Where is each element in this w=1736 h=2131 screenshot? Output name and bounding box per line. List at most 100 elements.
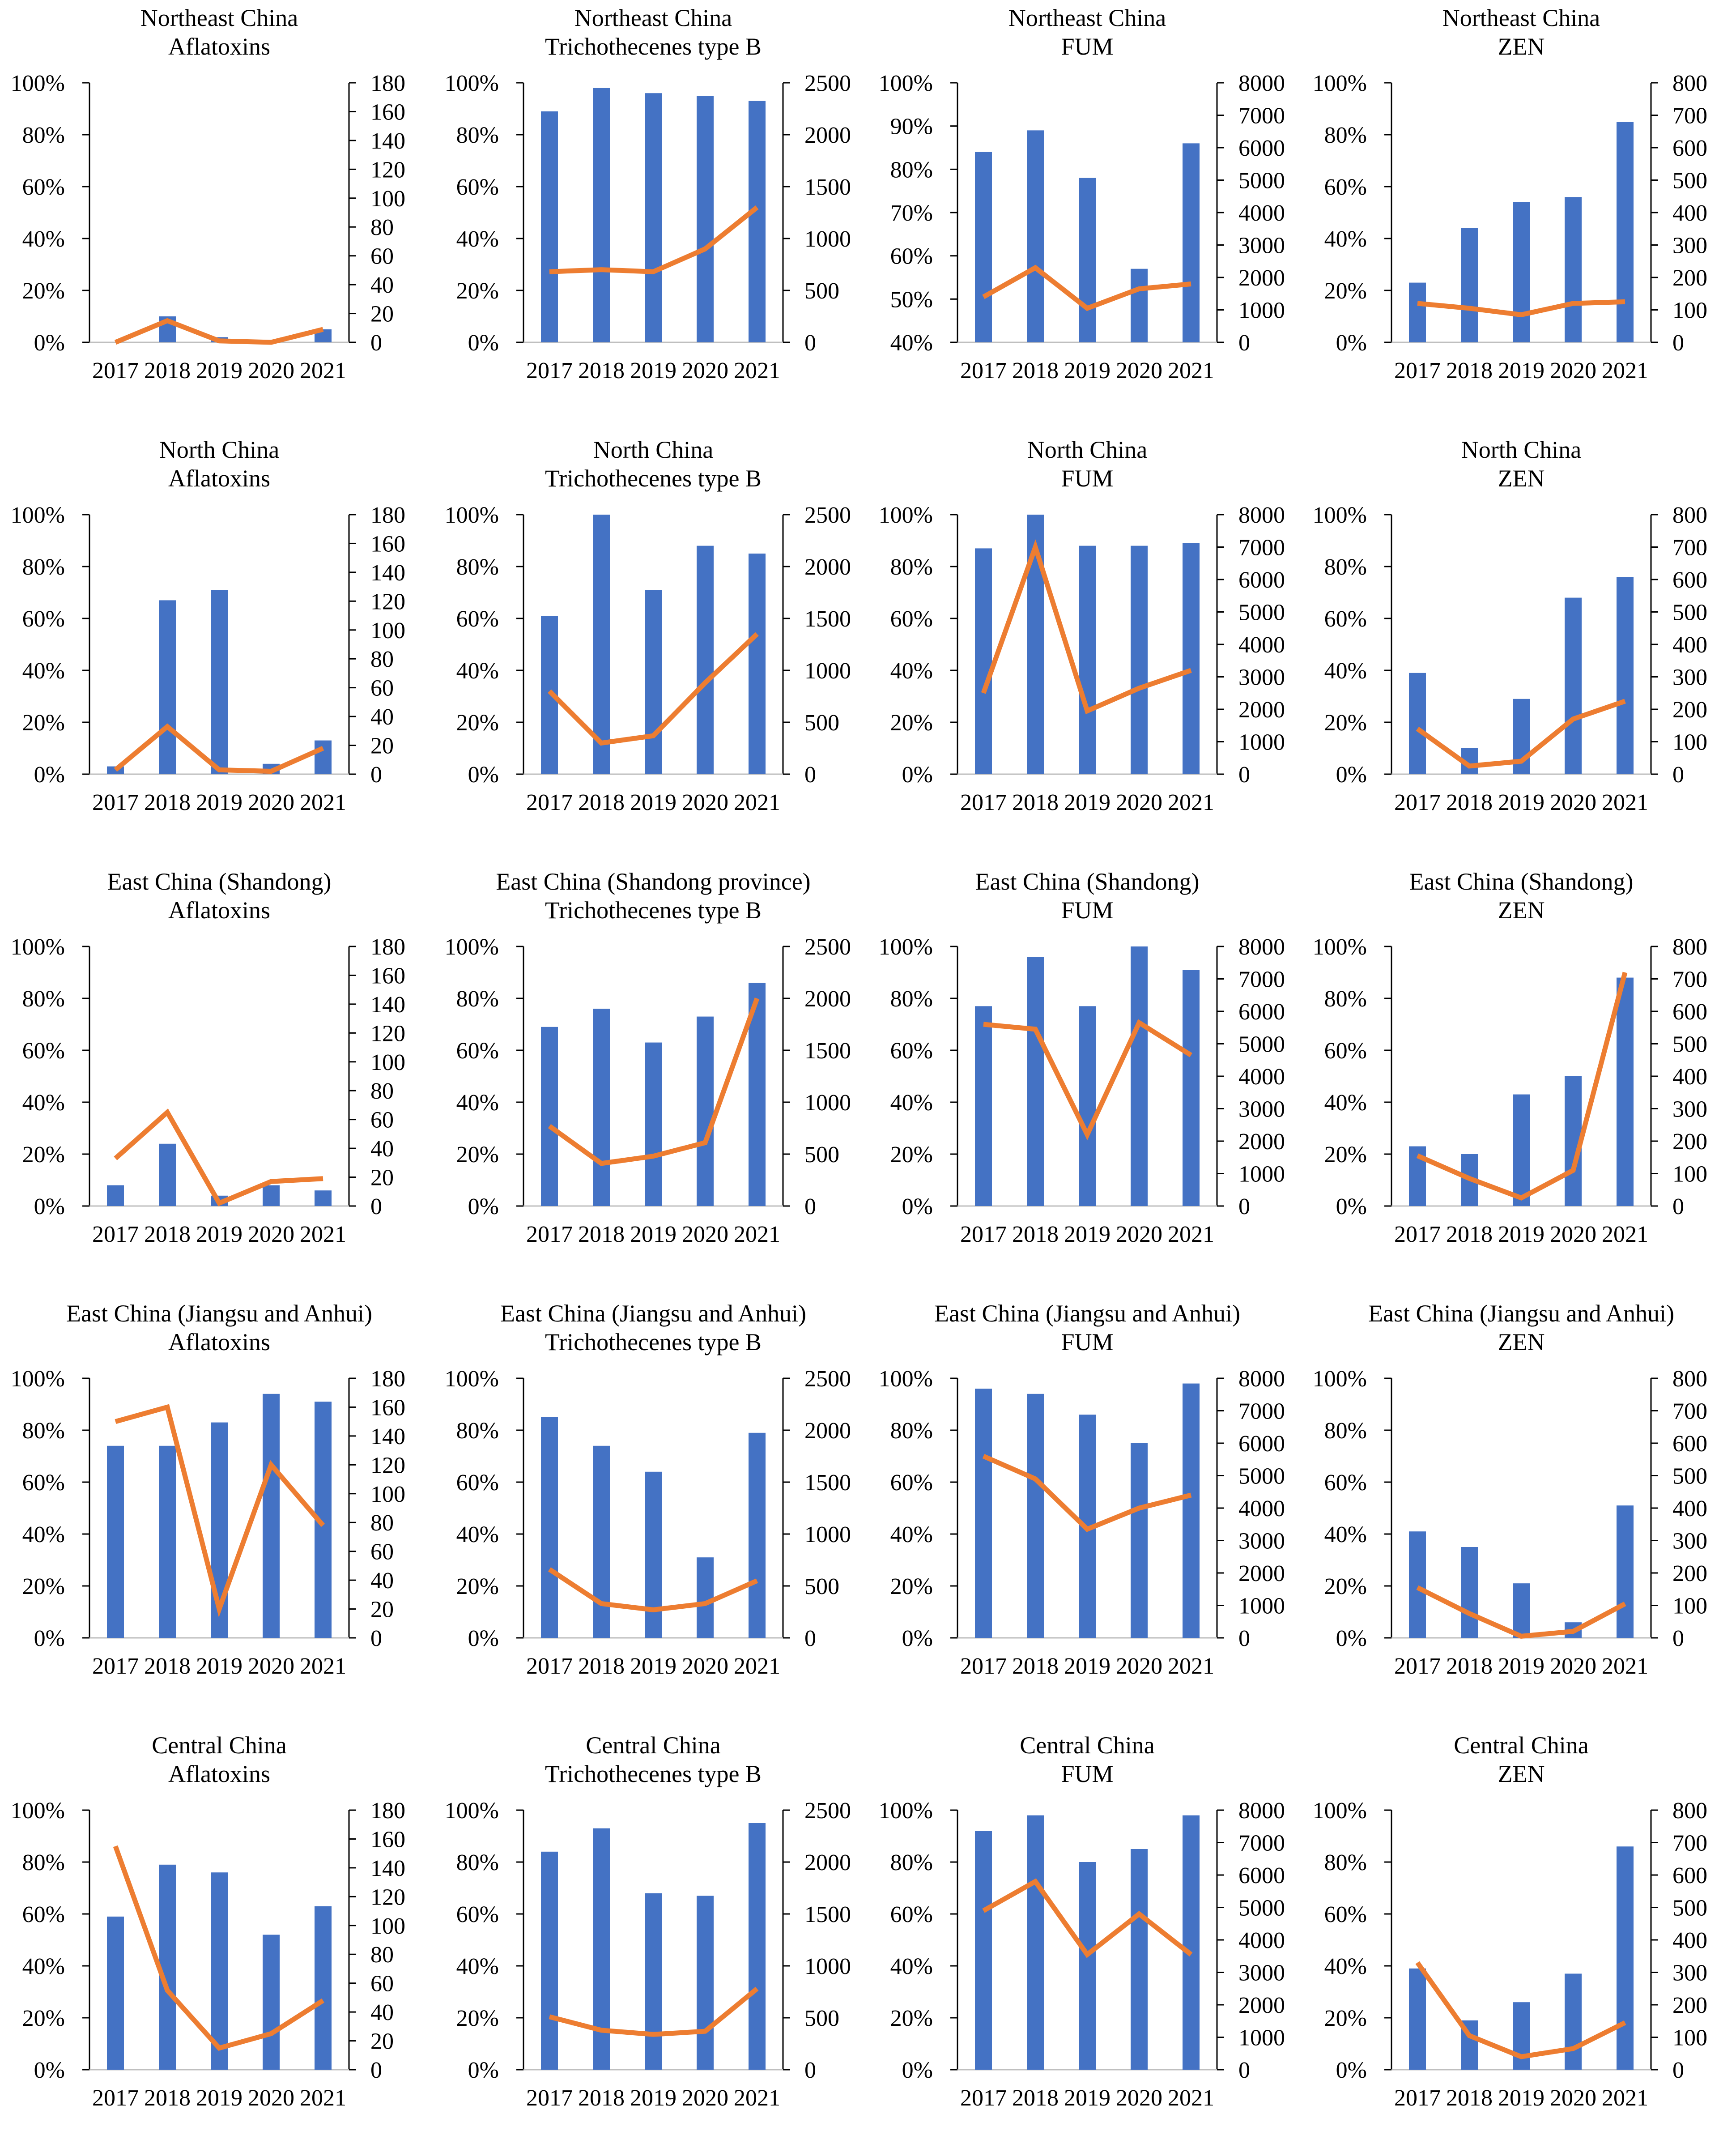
- x-tick-label: 2020: [1550, 358, 1596, 384]
- incidence-bar: [1027, 130, 1044, 342]
- y-right-tick-label: 300: [1672, 233, 1707, 259]
- incidence-bar: [315, 740, 332, 774]
- y-right-tick-label: 7000: [1238, 1399, 1285, 1424]
- y-right-tick-label: 7000: [1238, 535, 1285, 561]
- incidence-bar: [1565, 1973, 1582, 2070]
- chart-title-region: East China (Shandong): [107, 868, 332, 895]
- y-right-tick-label: 5000: [1238, 1032, 1285, 1057]
- concentration-line: [114, 723, 324, 774]
- incidence-bar: [1131, 546, 1148, 774]
- y-right-tick-label: 100: [1672, 730, 1707, 755]
- incidence-bar: [749, 554, 766, 774]
- y-right-tick-label: 7000: [1238, 967, 1285, 993]
- y-right-tick-label: 1000: [1238, 730, 1285, 755]
- incidence-bar: [1027, 1394, 1044, 1638]
- y-right-tick-label: 600: [1672, 1863, 1707, 1888]
- x-tick-label: 2019: [1064, 358, 1111, 384]
- x-tick-label: 2020: [1116, 2085, 1162, 2111]
- concentration-line: [981, 539, 1192, 715]
- chart-title-mycotoxin: FUM: [1061, 33, 1113, 60]
- y-right-tick-label: 100: [370, 1482, 405, 1507]
- chart-title-mycotoxin: Trichothecenes type B: [545, 1760, 762, 1787]
- incidence-bar: [1513, 202, 1530, 342]
- y-left-tick-label: 80%: [22, 1850, 65, 1875]
- y-left-tick-label: 80%: [456, 1850, 499, 1875]
- x-tick-label: 2018: [578, 790, 625, 815]
- y-right-tick-label: 400: [1672, 1496, 1707, 1522]
- chart-title-mycotoxin: Aflatoxins: [168, 33, 270, 60]
- chart-panel: East China (Shandong province)Trichothec…: [445, 868, 851, 1247]
- y-left-tick-label: 0%: [1336, 1626, 1367, 1651]
- y-right-tick-label: 700: [1672, 103, 1707, 129]
- y-right-tick-label: 5000: [1238, 1896, 1285, 1921]
- chart-title-mycotoxin: Aflatoxins: [168, 1760, 270, 1787]
- y-right-tick-label: 1500: [804, 1902, 851, 1927]
- y-right-tick-label: 0: [804, 1194, 816, 1219]
- incidence-bar: [975, 152, 992, 342]
- chart-title-mycotoxin: FUM: [1061, 897, 1113, 924]
- incidence-bar: [1513, 1583, 1530, 1638]
- y-right-tick-label: 2000: [804, 123, 851, 148]
- incidence-bar: [1079, 1006, 1096, 1206]
- x-tick-label: 2020: [682, 1222, 728, 1247]
- incidence-bar: [1131, 1443, 1148, 1638]
- y-left-tick-label: 0%: [902, 762, 933, 788]
- x-tick-label: 2018: [1012, 2085, 1059, 2111]
- y-right-tick-label: 20: [370, 1165, 394, 1191]
- x-tick-label: 2018: [578, 358, 625, 384]
- y-left-tick-label: 20%: [1324, 1142, 1367, 1168]
- x-tick-label: 2017: [1394, 790, 1441, 815]
- y-right-tick-label: 400: [1672, 1928, 1707, 1953]
- y-right-tick-label: 500: [804, 2006, 839, 2031]
- y-right-tick-label: 100: [370, 1914, 405, 1939]
- y-left-tick-label: 100%: [879, 503, 933, 528]
- x-tick-label: 2020: [1550, 1654, 1596, 1679]
- chart-title-mycotoxin: Aflatoxins: [168, 465, 270, 492]
- y-left-tick-label: 40%: [22, 226, 65, 252]
- y-left-tick-label: 100%: [11, 71, 65, 96]
- x-tick-label: 2020: [1116, 1654, 1162, 1679]
- y-left-tick-label: 0%: [902, 1626, 933, 1651]
- incidence-bar: [263, 1185, 280, 1206]
- x-tick-label: 2017: [92, 1222, 139, 1247]
- concentration-line: [1416, 699, 1626, 769]
- chart-title-region: East China (Jiangsu and Anhui): [934, 1300, 1240, 1327]
- y-left-tick-label: 40%: [890, 1522, 933, 1547]
- x-tick-label: 2019: [1498, 358, 1545, 384]
- chart-title-region: Northeast China: [140, 4, 298, 31]
- y-left-tick-label: 40%: [890, 1954, 933, 1979]
- y-right-tick-label: 300: [1672, 1097, 1707, 1122]
- y-right-tick-label: 600: [1672, 136, 1707, 161]
- y-right-tick-label: 0: [804, 762, 816, 788]
- y-right-tick-label: 4000: [1238, 200, 1285, 226]
- x-tick-label: 2017: [960, 358, 1007, 384]
- y-right-tick-label: 1000: [804, 1954, 851, 1979]
- y-right-tick-label: 800: [1672, 934, 1707, 960]
- y-left-tick-label: 0%: [1336, 1194, 1367, 1219]
- x-tick-label: 2018: [1012, 1654, 1059, 1679]
- x-tick-label: 2017: [960, 790, 1007, 815]
- x-tick-label: 2019: [1064, 1654, 1111, 1679]
- incidence-bar: [1617, 977, 1634, 1206]
- incidence-bar: [1183, 143, 1200, 342]
- x-tick-label: 2021: [1168, 790, 1214, 815]
- x-tick-label: 2019: [196, 1654, 243, 1679]
- y-right-tick-label: 1000: [804, 226, 851, 252]
- chart-panel: East China (Jiangsu and Anhui)ZEN 0% 20% 40…: [1313, 1300, 1707, 1679]
- x-tick-label: 2019: [1064, 790, 1111, 815]
- y-right-tick-label: 0: [804, 1626, 816, 1651]
- y-left-tick-label: 40%: [456, 1522, 499, 1547]
- y-right-tick-label: 0: [1238, 2058, 1250, 2083]
- concentration-line: [115, 1404, 325, 1618]
- y-left-tick-label: 20%: [456, 1574, 499, 1599]
- x-tick-label: 2018: [144, 2085, 191, 2111]
- y-left-tick-label: 100%: [445, 1798, 499, 1824]
- x-tick-label: 2017: [526, 1222, 573, 1247]
- y-left-tick-label: 80%: [1324, 1850, 1367, 1875]
- y-right-tick-label: 100: [370, 618, 405, 644]
- x-tick-label: 2018: [578, 2085, 625, 2111]
- x-tick-label: 2020: [1550, 790, 1596, 815]
